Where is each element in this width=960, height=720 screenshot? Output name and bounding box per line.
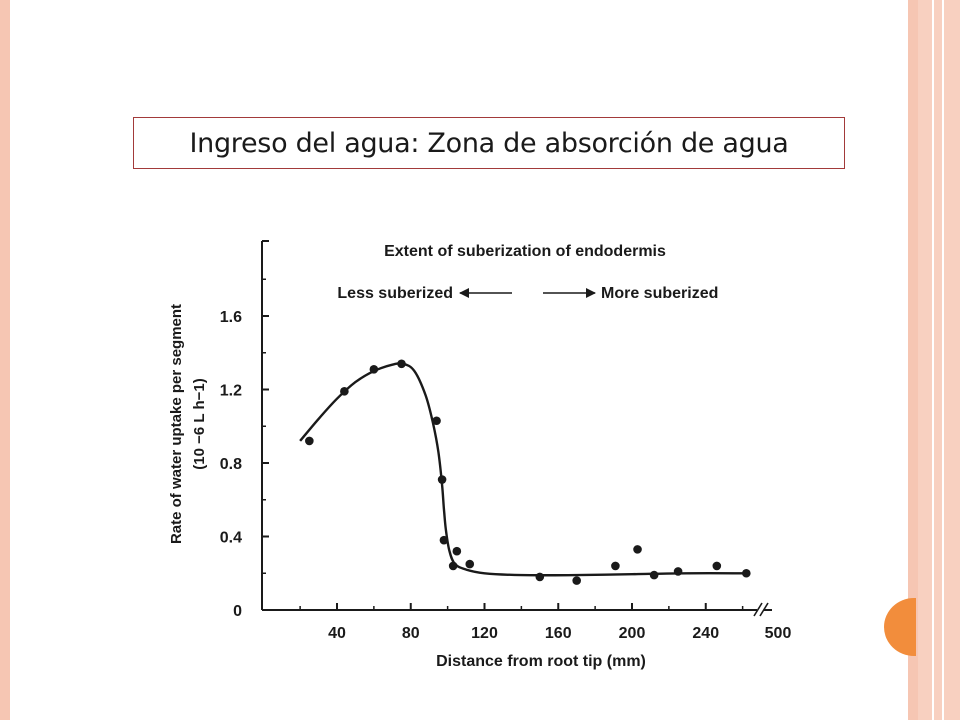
y-tick-label: 1.2 [220, 383, 242, 400]
data-point [712, 561, 722, 571]
y-tick-label: 0 [233, 603, 242, 620]
y-axis-unit: (10 −6 L h−1) [191, 378, 208, 469]
slide-frame [0, 0, 918, 720]
data-point [633, 545, 642, 554]
data-point [439, 535, 449, 545]
x-axis-label: Distance from root tip (mm) [436, 653, 646, 670]
data-point [742, 568, 751, 578]
x-tick-label: 240 [692, 625, 719, 642]
chart-title: Extent of suberization of endodermis [384, 243, 666, 260]
axis-break-mark [759, 602, 769, 617]
x-tick-label: 200 [619, 625, 646, 642]
fit-curve [299, 362, 747, 577]
data-point [452, 546, 462, 556]
x-tick-label: 160 [545, 625, 572, 642]
chart-axes: 0 0.4 0.8 1.2 1.6 40 80 120 160 200 240 500 [220, 240, 792, 642]
data-points [305, 359, 751, 585]
y-tick-label: 1.6 [220, 309, 242, 326]
title-box: Ingreso del agua: Zona de absorción de a… [133, 117, 845, 169]
slide-side-stripe [918, 0, 960, 720]
stripe-divider [932, 0, 934, 720]
slide-title: Ingreso del agua: Zona de absorción de a… [189, 127, 789, 159]
x-tick-label: 120 [471, 625, 498, 642]
y-axis-label: Rate of water uptake per segment [168, 304, 185, 544]
data-point [649, 570, 659, 580]
axis-break-mark [753, 602, 763, 617]
data-point [673, 567, 683, 576]
fit-curve-line [299, 362, 747, 577]
data-point [432, 416, 441, 426]
x-break-tick-label: 500 [765, 625, 792, 642]
data-point [465, 559, 475, 569]
y-tick-label: 0.4 [220, 530, 242, 547]
data-point [397, 359, 406, 369]
annotation-more-suberized: More suberized [601, 285, 718, 302]
data-point [535, 572, 545, 582]
data-point [340, 387, 349, 396]
data-point [305, 436, 314, 446]
data-point [369, 364, 379, 374]
arrow-right-icon [543, 288, 596, 298]
annotation-less-suberized: Less suberized [337, 285, 453, 302]
arrow-left-icon [459, 288, 512, 298]
data-point [448, 561, 458, 571]
data-point [437, 475, 447, 484]
x-tick-label: 80 [402, 625, 420, 642]
data-point [572, 576, 581, 585]
stripe-divider [942, 0, 944, 720]
y-tick-label: 0.8 [220, 456, 242, 473]
x-tick-label: 40 [328, 625, 346, 642]
data-point [611, 561, 620, 571]
